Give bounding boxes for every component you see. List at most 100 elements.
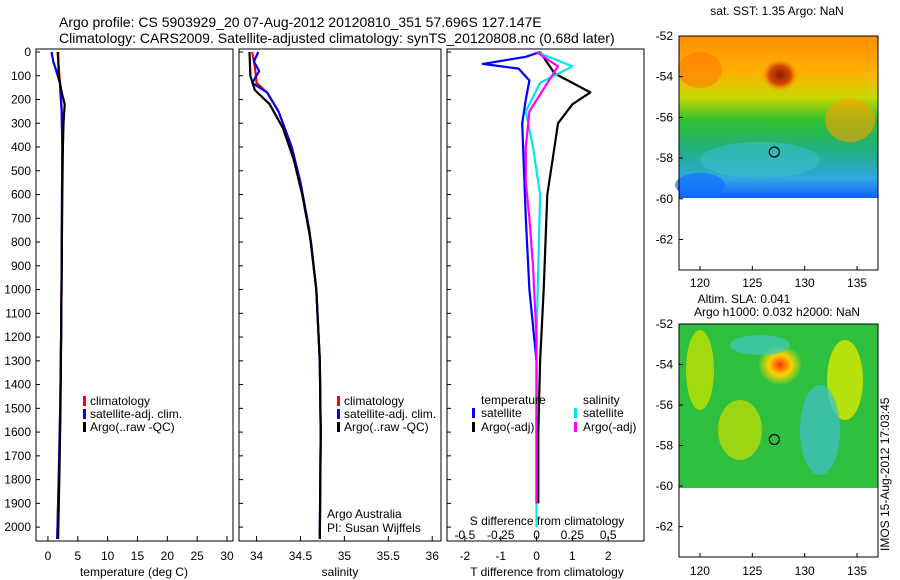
legend-swatch-climatology <box>337 396 340 406</box>
temperature-xlabel: temperature (deg C) <box>80 565 188 579</box>
map-x-tick-label: 125 <box>742 564 762 578</box>
map-y-tick-label: -58 <box>656 439 674 453</box>
x-top-tick-label: -0.5 <box>455 528 476 542</box>
side-timestamp: IMOS 15-Aug-2012 17:03:45 <box>878 397 892 551</box>
sla-map-title-line1: Altim. SLA: 0.041 <box>698 292 791 306</box>
x-tick-label: 5 <box>74 549 81 563</box>
map-y-tick-label: -62 <box>656 520 674 534</box>
sst-cold-patch <box>675 173 725 197</box>
series-line-satellite <box>481 50 541 504</box>
sla-low <box>800 385 840 475</box>
depth-tick-label: 1000 <box>4 283 31 297</box>
sst-warm-core <box>762 59 798 91</box>
legend-label-t-argo: Argo(-adj) <box>481 420 534 434</box>
map-y-tick-label: -56 <box>656 398 674 412</box>
depth-tick-label: 1700 <box>4 449 31 463</box>
depth-tick-label: 400 <box>11 140 31 154</box>
map-y-tick-label: -60 <box>656 479 674 493</box>
legend-title-salinity: salinity <box>583 393 620 407</box>
legend-label-climatology: climatology <box>344 394 404 408</box>
depth-tick-label: 2000 <box>4 520 31 534</box>
sst-map-title: sat. SST: 1.35 Argo: NaN <box>710 4 843 18</box>
temperature-panel <box>35 48 234 542</box>
x-tick-label: 35 <box>338 549 352 563</box>
x-top-tick-label: 0 <box>533 528 540 542</box>
legend-label-climatology: climatology <box>90 394 150 408</box>
depth-axis: 0 100 200 300 400 500 600 700 800 900 1000 1100 1200… <box>4 45 451 534</box>
map-y-tick-label: -52 <box>656 317 674 331</box>
credit-line1: Argo Australia <box>327 507 402 521</box>
depth-tick-label: 200 <box>11 93 31 107</box>
sla-map-title-line2: Argo h1000: 0.032 h2000: NaN <box>694 305 860 319</box>
x-tick-label: 35.5 <box>377 549 401 563</box>
x-tick-label: 25 <box>191 549 205 563</box>
sla-high <box>686 330 714 410</box>
legend-swatch-satellite <box>83 409 86 419</box>
x-tick-label: 15 <box>131 549 145 563</box>
sst-map-axes: 120 125 130 135 -52 -54 -56 -58 -60 -62 <box>656 29 868 290</box>
x-tick-label: -2 <box>460 549 471 563</box>
sla-peak <box>758 345 802 385</box>
header-line2: Climatology: CARS2009. Satellite-adjuste… <box>59 30 615 46</box>
depth-tick-label: 1300 <box>4 354 31 368</box>
legend-swatch-s-satellite <box>574 408 577 418</box>
sla-no-data <box>679 488 878 557</box>
x-tick-label: 2 <box>605 549 612 563</box>
sst-no-data <box>679 198 878 270</box>
map-x-tick-label: 120 <box>690 564 710 578</box>
map-y-tick-label: -52 <box>656 29 674 43</box>
x-tick-label: 10 <box>101 549 115 563</box>
salinity-panel <box>238 48 442 542</box>
salinity-legend: climatology satellite-adj. clim. Argo(..… <box>337 394 436 434</box>
series-line-climatology <box>251 51 322 540</box>
depth-tick-label: 1400 <box>4 378 31 392</box>
map-y-tick-label: -56 <box>656 110 674 124</box>
sla-high <box>718 400 762 460</box>
x-top-tick-label: 0.25 <box>561 528 585 542</box>
t-difference-xlabel: T difference from climatology <box>470 565 624 579</box>
sst-map-frame <box>678 35 879 271</box>
map-x-tick-label: 130 <box>795 564 815 578</box>
temperature-legend: climatology satellite-adj. clim. Argo(..… <box>83 394 182 434</box>
sst-warm-patch <box>825 98 875 142</box>
credit-line2: PI: Susan Wijffels <box>327 521 421 535</box>
series-line-satellite-adj-clim- <box>251 51 322 540</box>
legend-label-s-argo: Argo(-adj) <box>583 420 636 434</box>
depth-tick-label: 700 <box>11 211 31 225</box>
depth-tick-label: 900 <box>11 259 31 273</box>
sla-low <box>730 335 790 355</box>
legend-label-satellite: satellite-adj. clim. <box>90 407 182 421</box>
s-difference-xlabel: S difference from climatology <box>470 514 625 528</box>
x-tick-label: 34 <box>250 549 264 563</box>
series-line-argo-adj- <box>537 51 592 504</box>
legend-label-argo: Argo(..raw -QC) <box>90 420 175 434</box>
legend-swatch-argo <box>337 422 340 432</box>
legend-title-temperature: temperature <box>481 393 546 407</box>
legend-swatch-climatology <box>83 396 86 406</box>
legend-label-satellite: satellite-adj. clim. <box>344 407 436 421</box>
sla-map <box>678 323 879 558</box>
x-tick-label: 0 <box>45 549 52 563</box>
legend-swatch-t-satellite <box>472 408 475 418</box>
x-tick-label: 36 <box>426 549 440 563</box>
series-line-satellite <box>524 50 574 528</box>
profile-lines <box>50 50 592 540</box>
map-x-tick-label: 135 <box>847 564 867 578</box>
map-x-tick-label: 135 <box>847 276 867 290</box>
depth-tick-label: 1100 <box>5 306 31 320</box>
depth-tick-label: 600 <box>11 188 31 202</box>
x-tick-label: 20 <box>161 549 175 563</box>
argo-position-marker <box>768 433 780 446</box>
map-x-tick-label: 125 <box>742 276 762 290</box>
x-tick-label: 0 <box>533 549 540 563</box>
legend-swatch-s-argo <box>574 422 577 432</box>
map-y-tick-label: -54 <box>656 70 674 84</box>
sst-map <box>675 35 879 271</box>
map-y-tick-label: -62 <box>656 232 674 246</box>
map-y-tick-label: -58 <box>656 151 674 165</box>
legend-swatch-satellite <box>337 409 340 419</box>
depth-tick-label: 500 <box>11 164 31 178</box>
depth-tick-label: 1500 <box>4 401 31 415</box>
depth-tick-label: 1900 <box>4 496 31 510</box>
legend-label-argo: Argo(..raw -QC) <box>344 420 429 434</box>
